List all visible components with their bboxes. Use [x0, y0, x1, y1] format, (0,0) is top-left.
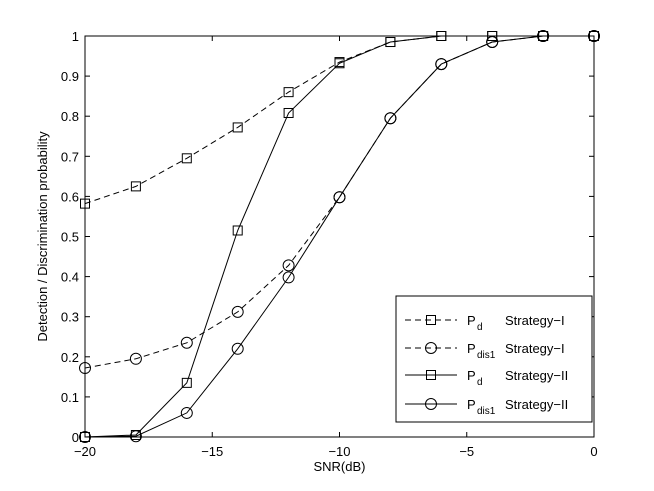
- data-point: [333, 191, 346, 204]
- data-point: [385, 37, 396, 48]
- y-tick-label: 0.3: [61, 310, 79, 325]
- legend-label: Strategy−II: [505, 397, 568, 412]
- legend-marker: [425, 398, 437, 410]
- data-point: [79, 362, 91, 375]
- legend-symbol: P: [467, 313, 476, 328]
- data-point: [129, 430, 142, 443]
- data-point: [436, 31, 447, 41]
- legend-label: Strategy−I: [505, 341, 565, 356]
- x-tick-label: −5: [459, 444, 474, 459]
- data-point: [282, 259, 295, 272]
- legend-label: Strategy−I: [505, 313, 565, 328]
- axis-tick-labels: −20 −15 −10 −5 0 0 0.1 0.2 0.3 0.4 0.5 0.6 0.7 0.8 0.9…: [61, 29, 598, 459]
- data-point: [283, 107, 294, 118]
- data-point: [232, 122, 243, 133]
- data-point: [283, 87, 294, 98]
- data-point: [588, 30, 600, 42]
- legend-subscript: dis1: [477, 350, 496, 361]
- legend-symbol: P: [467, 368, 476, 383]
- legend-symbol: P: [467, 341, 476, 356]
- y-tick-label: 0.9: [61, 69, 79, 84]
- y-tick-label: 0.1: [61, 390, 79, 405]
- data-point: [130, 181, 141, 192]
- data-point: [231, 342, 244, 355]
- x-tick-label: 0: [590, 444, 597, 459]
- legend-label: Strategy−II: [505, 368, 568, 383]
- data-point: [282, 271, 295, 284]
- data-point: [537, 30, 550, 42]
- data-point: [334, 58, 345, 69]
- legend-subscript: d: [477, 322, 483, 333]
- legend-marker: [426, 370, 436, 380]
- y-tick-label: 0.4: [61, 270, 79, 285]
- data-point: [231, 305, 244, 318]
- y-tick-label: 0.7: [61, 149, 79, 164]
- x-tick-label: −10: [328, 444, 350, 459]
- y-tick-label: 0.6: [61, 189, 79, 204]
- y-tick-label: 0.5: [61, 230, 79, 245]
- y-tick-label: 1: [72, 29, 79, 44]
- series-line: [84, 35, 594, 205]
- x-axis-label: SNR(dB): [313, 459, 365, 474]
- legend-marker: [426, 315, 436, 325]
- y-axis-label: Detection / Discrimination probability: [35, 131, 50, 342]
- series-line: [84, 35, 594, 438]
- data-point: [384, 112, 397, 125]
- data-point: [129, 352, 142, 365]
- legend-box: [395, 295, 593, 423]
- x-tick-label: −15: [201, 444, 223, 459]
- legend-symbol: P: [467, 397, 476, 412]
- data-point: [435, 58, 448, 71]
- series-4: [79, 30, 600, 443]
- series-line: [84, 35, 594, 438]
- data-point: [181, 377, 192, 388]
- legend-subscript: d: [477, 377, 483, 388]
- data-point: [181, 153, 192, 164]
- series-3: [80, 31, 599, 442]
- data-point: [80, 198, 90, 209]
- data-point: [232, 225, 243, 236]
- data-point: [79, 431, 91, 443]
- data-point: [487, 31, 498, 41]
- legend-subscript: dis1: [477, 406, 496, 417]
- y-tick-label: 0.8: [61, 109, 79, 124]
- data-point: [486, 36, 499, 49]
- series-layer: [79, 30, 600, 443]
- y-tick-label: 0.2: [61, 350, 79, 365]
- data-point: [180, 336, 193, 349]
- data-point: [180, 406, 193, 419]
- x-tick-label: −20: [74, 444, 96, 459]
- legend-marker: [425, 342, 437, 354]
- y-tick-label: 0: [72, 430, 79, 445]
